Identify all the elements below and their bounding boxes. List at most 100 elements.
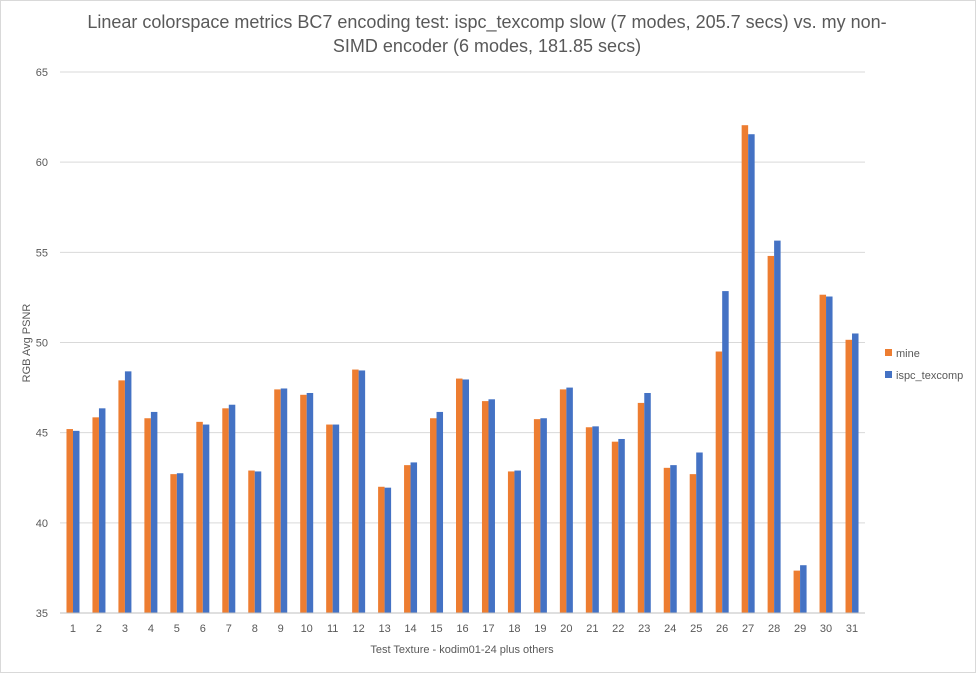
bar-ispc-texcomp-1 (72, 430, 80, 613)
x-tick-label: 4 (148, 623, 154, 635)
bar-ispc-texcomp-7 (228, 404, 236, 613)
bar-ispc-texcomp-14 (410, 462, 418, 613)
x-tick-label: 23 (638, 623, 650, 635)
bar-ispc-texcomp-21 (592, 426, 599, 613)
bar-mine-26 (715, 351, 723, 613)
legend-swatch-mine (885, 349, 892, 356)
bar-ispc-texcomp-13 (384, 487, 392, 613)
bar-mine-7 (222, 408, 229, 613)
x-axis-title: Test Texture - kodim01-24 plus others (370, 644, 554, 656)
bar-mine-28 (767, 255, 775, 613)
x-tick-label: 25 (690, 623, 702, 635)
x-tick-label: 31 (846, 623, 858, 635)
legend-swatch-ispc-texcomp (885, 371, 892, 378)
x-tick-label: 10 (301, 623, 313, 635)
bar-mine-6 (196, 421, 203, 613)
x-tick-label: 13 (378, 623, 390, 635)
y-tick-label: 55 (36, 247, 48, 259)
x-tick-label: 12 (353, 623, 365, 635)
bar-ispc-texcomp-22 (618, 438, 625, 613)
bar-ispc-texcomp-19 (540, 418, 547, 613)
x-tick-label: 27 (742, 623, 754, 635)
y-axis-title: RGB Avg PSNR (21, 304, 33, 383)
x-tick-label: 11 (327, 623, 338, 635)
bar-mine-2 (92, 417, 99, 613)
bar-mine-27 (741, 125, 749, 613)
bar-mine-5 (170, 474, 177, 613)
x-tick-label: 19 (534, 623, 546, 635)
y-axis-ticks: 35 40 45 50 55 60 65 (36, 67, 48, 620)
x-tick-label: 15 (430, 623, 442, 635)
x-tick-label: 14 (404, 623, 416, 635)
bar-mine-12 (352, 369, 359, 613)
x-tick-label: 16 (456, 623, 468, 635)
bar-ispc-texcomp-26 (722, 291, 729, 613)
bar-mine-13 (378, 486, 385, 613)
bar-mine-10 (300, 394, 307, 613)
bar-ispc-texcomp-28 (774, 240, 781, 614)
bar-mine-20 (559, 389, 567, 613)
bar-mine-21 (585, 427, 593, 613)
bar-ispc-texcomp-25 (696, 452, 703, 613)
x-tick-label: 9 (278, 623, 284, 635)
legend-label-ispc-texcomp: ispc_texcomp (896, 370, 963, 382)
bar-mine-25 (689, 474, 697, 613)
x-tick-label: 3 (122, 623, 128, 635)
bar-ispc-texcomp-12 (358, 370, 366, 613)
x-tick-label: 5 (174, 623, 180, 635)
bars (66, 125, 859, 614)
bar-ispc-texcomp-16 (462, 379, 469, 613)
x-tick-label: 18 (508, 623, 520, 635)
y-tick-label: 65 (36, 67, 48, 79)
bar-mine-4 (144, 418, 151, 613)
bar-mine-15 (430, 418, 437, 613)
x-axis-ticks: 1 2 3 4 5 6 7 8 9 10 11 12 13 14 15 16 17 18 19 20 21 22 23 24 2… (70, 623, 858, 635)
bar-ispc-texcomp-27 (748, 134, 755, 613)
bar-ispc-texcomp-6 (202, 424, 210, 613)
bar-ispc-texcomp-29 (800, 565, 807, 613)
bar-mine-11 (326, 424, 333, 613)
x-tick-label: 20 (560, 623, 572, 635)
bar-ispc-texcomp-18 (514, 470, 521, 613)
y-tick-label: 60 (36, 157, 48, 169)
y-tick-label: 40 (36, 518, 48, 530)
bar-mine-16 (456, 378, 463, 613)
x-tick-label: 26 (716, 623, 728, 635)
bar-ispc-texcomp-10 (306, 392, 314, 613)
bar-mine-23 (637, 402, 645, 613)
chart-title-line-1: Linear colorspace metrics BC7 encoding t… (87, 12, 886, 33)
x-tick-label: 22 (612, 623, 624, 635)
bar-ispc-texcomp-9 (280, 388, 288, 613)
bar-mine-3 (118, 380, 125, 613)
x-tick-label: 8 (252, 623, 258, 635)
bar-mine-24 (663, 467, 671, 613)
bar-mine-14 (404, 465, 411, 613)
x-tick-label: 7 (226, 623, 232, 635)
bar-mine-22 (611, 441, 619, 613)
bar-mine-8 (248, 470, 255, 613)
bar-ispc-texcomp-2 (98, 408, 106, 613)
x-tick-label: 28 (768, 623, 780, 635)
bar-mine-18 (507, 471, 515, 613)
bar-mine-1 (66, 429, 73, 613)
bar-mine-9 (274, 389, 281, 613)
bar-ispc-texcomp-8 (254, 471, 262, 613)
bar-mine-31 (845, 339, 853, 613)
bar-mine-30 (819, 294, 827, 613)
x-tick-label: 29 (794, 623, 806, 635)
bar-ispc-texcomp-20 (566, 387, 573, 613)
bar-ispc-texcomp-30 (826, 296, 833, 613)
bar-ispc-texcomp-17 (488, 399, 495, 613)
gridlines (60, 71, 865, 524)
chart-title-line-2: SIMD encoder (6 modes, 181.85 secs) (333, 36, 641, 56)
y-tick-label: 35 (36, 608, 48, 620)
legend: mine ispc_texcomp (885, 348, 963, 382)
bar-ispc-texcomp-15 (436, 411, 444, 613)
bar-ispc-texcomp-23 (644, 392, 651, 613)
x-tick-label: 30 (820, 623, 832, 635)
bar-ispc-texcomp-4 (150, 411, 158, 613)
bar-mine-17 (481, 401, 489, 613)
bar-ispc-texcomp-11 (332, 424, 340, 613)
x-tick-label: 24 (664, 623, 676, 635)
